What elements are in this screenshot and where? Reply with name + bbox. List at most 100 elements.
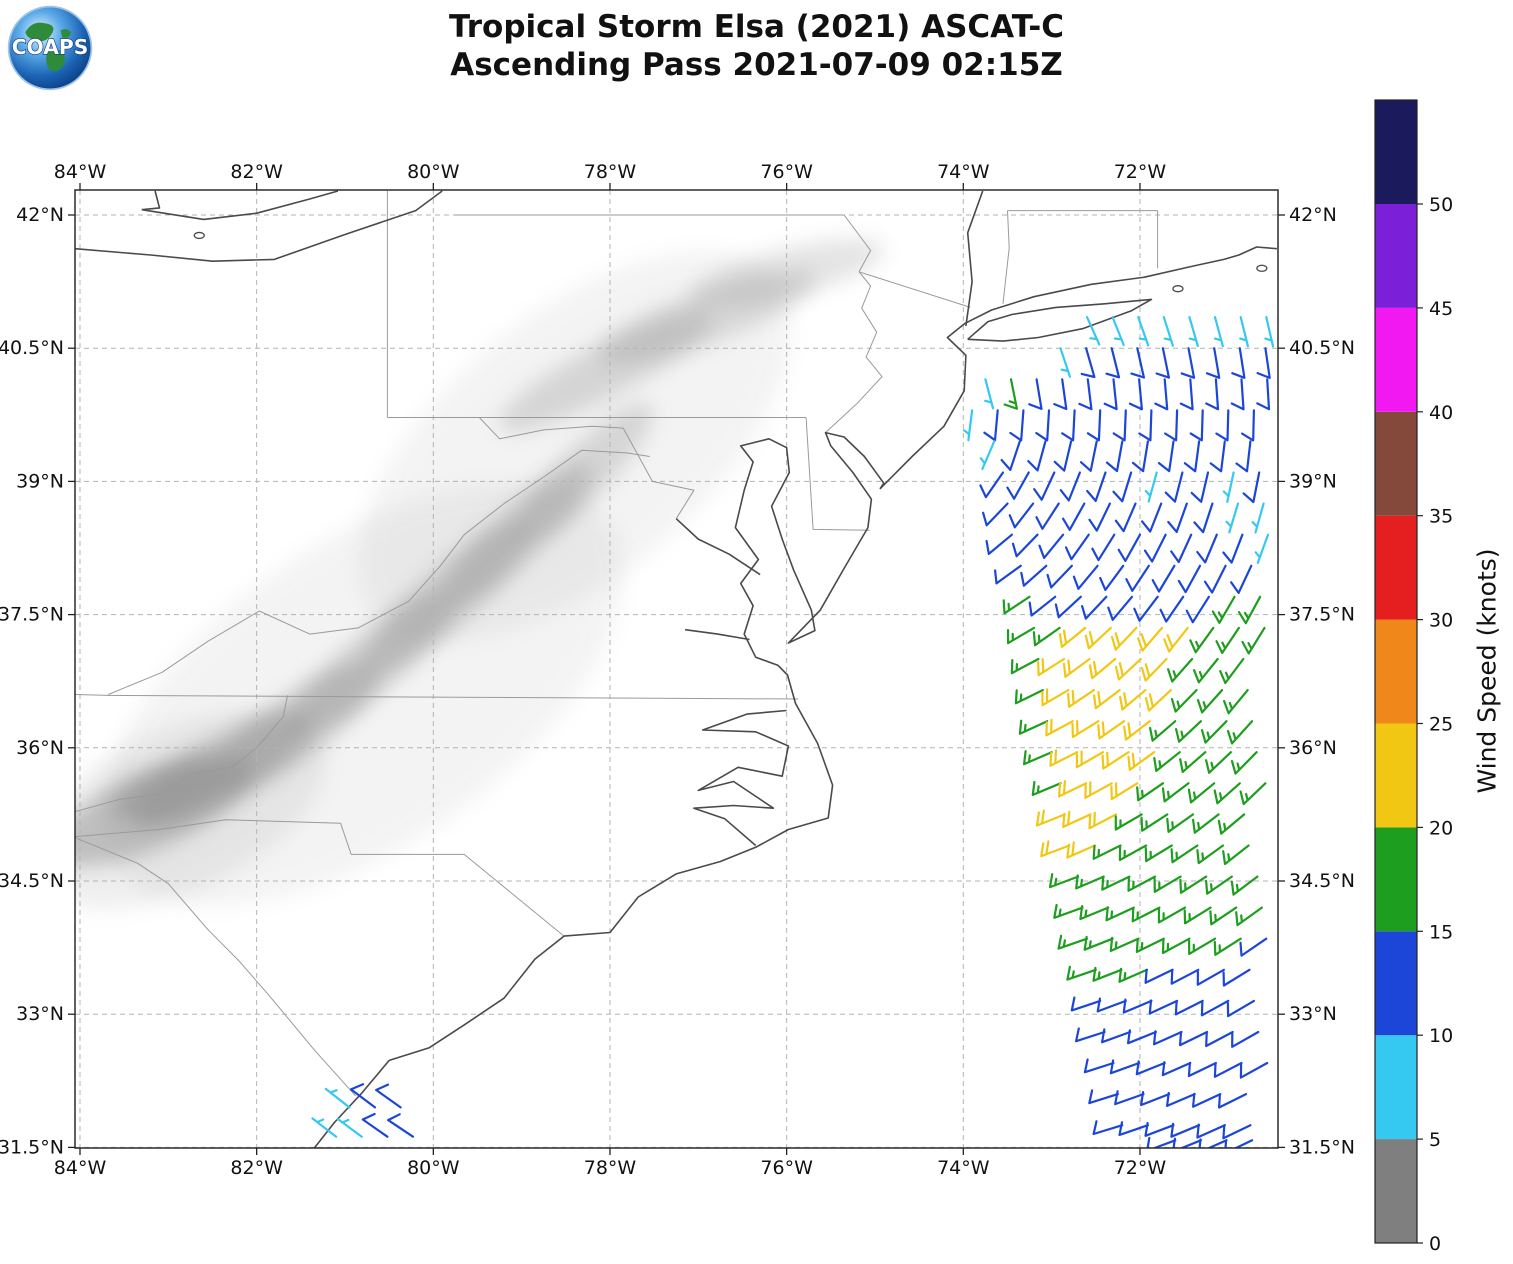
coastline-path [967,298,1153,342]
wind-barb [1213,937,1242,956]
wind-barb [1127,875,1157,892]
wind-barb [1112,471,1133,503]
wind-barb [1217,813,1246,835]
wind-barb [1137,316,1150,347]
colorbar-tick-label: 20 [1429,817,1453,839]
wind-barb [1179,751,1207,773]
wind-barb [1188,937,1217,955]
wind-barb [1140,657,1168,682]
wind-barb [1189,409,1204,442]
wind-barb [1114,813,1143,831]
wind-barb [1242,471,1261,504]
wind-barb [1141,502,1163,533]
wind-barb [1027,440,1047,472]
state-border-path [75,837,356,1097]
wind-barb [1251,502,1265,534]
wind-barb [1215,626,1240,654]
wind-barb [1226,999,1255,1018]
x-tick-label-bottom: 74°W [937,1157,990,1179]
y-tick-label-left: 33°N [16,1003,64,1025]
wind-barb [1179,1030,1209,1047]
logo-text: COAPS [12,35,89,59]
wind-barb [1167,502,1188,533]
wind-barb [1071,720,1100,739]
wind-barb [1162,316,1174,347]
state-border-path [858,271,971,308]
colorbar-tick-label: 5 [1429,1129,1441,1151]
wind-barb [1088,1089,1119,1105]
wind-barb [1059,471,1081,502]
wind-barb [1088,657,1117,680]
wind-barb [1185,595,1210,624]
wind-barb [1000,440,1021,471]
wind-barb [1222,968,1251,987]
wind-barb [1188,316,1199,347]
wind-barb [1058,626,1087,648]
wind-barb [1048,873,1080,889]
wind-barb [375,1083,402,1109]
wind-barb [1118,1121,1149,1136]
wind-barb [1159,595,1185,623]
wind-barb [1111,316,1125,347]
y-tick-label-left: 34.5°N [0,870,64,892]
page-title: Tropical Storm Elsa (2021) ASCAT-C Ascen… [0,8,1513,85]
wind-barb [1014,689,1044,705]
coastline-path [141,190,339,221]
x-tick-label-bottom: 84°W [54,1157,107,1179]
wind-barb [1222,471,1235,503]
wind-barb [1101,1028,1132,1044]
wind-barb [1107,595,1134,621]
wind-barb [1092,966,1123,982]
wind-barb [1049,749,1079,767]
wind-barb [1239,937,1268,957]
y-tick-label-right: 31.5°N [1289,1136,1355,1158]
wind-barb [1006,471,1030,500]
wind-barb [1174,999,1204,1016]
wind-barb [1157,440,1175,473]
wind-barb [1033,471,1056,501]
wind-barb [1205,875,1233,895]
state-border-path [259,449,650,635]
wind-barb [1256,347,1271,379]
wind-barb [1006,626,1036,645]
x-tick-label-top: 72°W [1114,161,1167,183]
wind-barb [1137,626,1164,652]
wind-barb [1085,316,1101,346]
wind-barb [1170,844,1199,864]
geography [75,190,1277,1148]
wind-barb [1103,378,1118,411]
wind-barb [1161,937,1191,955]
y-tick-label-right: 36°N [1289,737,1337,759]
wind-barb [1161,1061,1192,1077]
wind-barb [1008,502,1035,529]
wind-barb [1058,780,1088,798]
wind-barb [1135,1060,1166,1076]
wind-barb [1172,1137,1202,1148]
wind-barb [1230,564,1253,594]
state-border-path [75,694,799,700]
terrain-shading [75,239,884,910]
wind-barb [1203,564,1227,594]
wind-barb [1066,841,1096,859]
colorbar-tick-label: 50 [1429,194,1453,216]
state-border-path [454,214,872,273]
wind-barb [1161,782,1190,803]
x-tick-label-top: 84°W [54,161,107,183]
wind-barb [1066,965,1097,981]
wind-barb [1196,968,1225,986]
wind-barb [1105,440,1124,473]
wind-barb [1180,347,1196,379]
wind-barb [1112,409,1127,442]
coastline-path [313,246,1277,1148]
wind-barb [1088,502,1111,532]
colorbar-segment [1375,411,1417,516]
state-border-path [75,819,565,937]
wind-barb [1143,533,1167,563]
island-outline [1172,285,1184,293]
wind-barb [1003,378,1018,410]
colorbar-segment [1375,515,1417,620]
wind-barb [1046,564,1073,589]
x-tick-label-top: 82°W [230,161,283,183]
wind-barb [1187,782,1216,804]
